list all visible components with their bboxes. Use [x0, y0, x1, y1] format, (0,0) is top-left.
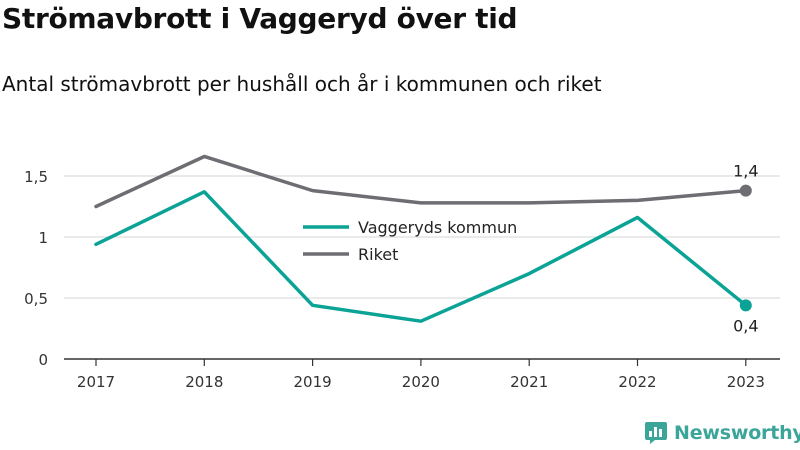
y-tick-label: 1,5 [24, 168, 48, 186]
y-tick-label: 1 [38, 229, 48, 247]
chart-subtitle: Antal strömavbrott per hushåll och år i … [2, 72, 602, 96]
series-line [94, 154, 748, 209]
brand-name: Newsworthy [674, 422, 800, 444]
legend-label: Vaggeryds kommun [358, 218, 517, 237]
y-tick-label: 0 [38, 351, 48, 369]
newsworthy-brand: Newsworthy [644, 419, 800, 447]
bar-chart-logo-icon [645, 422, 667, 444]
series-line [94, 190, 748, 323]
x-tick-label: 2019 [294, 373, 332, 391]
x-tick-label: 2022 [618, 373, 656, 391]
y-tick-label: 0,5 [24, 290, 48, 308]
x-tick-label: 2021 [510, 373, 548, 391]
x-tick-label: 2020 [402, 373, 440, 391]
series-end-point [739, 184, 752, 197]
series-end-point [739, 299, 752, 312]
x-tick-label: 2023 [727, 373, 765, 391]
x-tick-label: 2017 [77, 373, 115, 391]
series-end-label: 1,4 [733, 162, 758, 181]
legend-label: Riket [358, 245, 398, 264]
chart-title: Strömavbrott i Vaggeryd över tid [2, 2, 518, 35]
series-end-label: 0,4 [733, 316, 758, 335]
x-tick-label: 2018 [185, 373, 223, 391]
